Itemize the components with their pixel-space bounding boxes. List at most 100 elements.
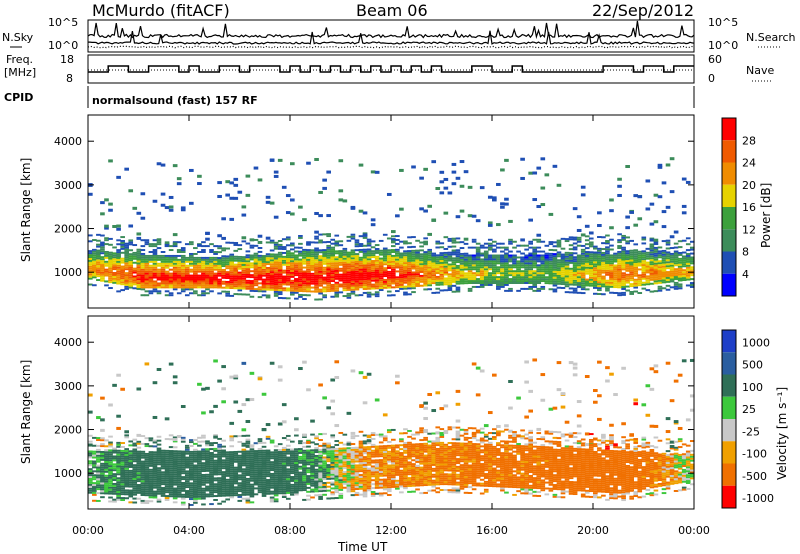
data-cell — [576, 268, 582, 271]
data-cell — [249, 465, 255, 468]
data-cell-sparse — [649, 238, 655, 242]
data-cell — [661, 240, 667, 243]
data-cell — [512, 274, 517, 277]
data-cell — [96, 255, 101, 258]
data-cell — [552, 255, 558, 258]
data-cell-sparse — [213, 359, 218, 363]
data-cell — [229, 261, 235, 264]
data-cell — [479, 254, 485, 257]
data-cell — [330, 287, 336, 290]
data-cell — [205, 260, 210, 263]
data-cell — [362, 236, 368, 239]
data-cell — [576, 291, 582, 294]
data-cell — [621, 268, 626, 271]
data-cell — [172, 456, 178, 459]
data-cell — [584, 254, 590, 257]
data-cell — [104, 478, 109, 481]
data-cell — [104, 459, 109, 462]
data-cell — [273, 474, 279, 477]
data-cell — [350, 284, 356, 287]
data-cell — [168, 249, 174, 252]
colorbar-swatch — [722, 251, 736, 274]
data-cell — [483, 268, 489, 271]
data-cell — [176, 464, 182, 467]
data-cell — [132, 281, 138, 284]
data-cell-sparse — [237, 409, 243, 413]
data-cell — [189, 256, 194, 259]
data-cell — [144, 484, 150, 487]
data-cell — [572, 283, 578, 286]
data-cell — [451, 265, 457, 268]
ytick-label: 2000 — [54, 223, 82, 236]
data-cell — [180, 495, 186, 498]
data-cell — [164, 459, 170, 462]
data-cell — [241, 263, 247, 266]
data-cell — [184, 258, 190, 261]
data-cell — [189, 492, 194, 495]
sky-right-tick-bottom: 10^0 — [708, 39, 738, 52]
data-cell — [677, 283, 683, 286]
data-cell — [277, 486, 283, 489]
data-cell — [415, 263, 420, 266]
data-cell-sparse — [257, 178, 263, 182]
data-cell — [261, 491, 267, 493]
nave-tick-bottom: 0 — [708, 72, 715, 85]
data-cell — [318, 276, 323, 279]
data-cell — [96, 233, 101, 236]
data-cell — [322, 249, 327, 252]
data-cell — [657, 260, 663, 263]
data-cell — [152, 243, 158, 246]
data-cell — [96, 454, 101, 457]
data-cell — [148, 474, 154, 477]
data-cell — [92, 254, 97, 257]
data-cell — [528, 278, 533, 281]
data-cell — [96, 464, 101, 467]
data-cell — [524, 248, 529, 251]
data-cell — [314, 286, 319, 289]
data-cell — [350, 272, 356, 275]
data-cell — [601, 255, 606, 258]
data-cell — [221, 475, 226, 478]
data-cell — [407, 236, 412, 239]
data-cell — [334, 240, 340, 243]
data-cell — [205, 477, 210, 480]
data-cell — [322, 290, 327, 293]
data-cell — [108, 484, 113, 487]
data-cell — [310, 474, 315, 477]
data-cell — [189, 496, 194, 499]
data-cell — [148, 292, 154, 295]
data-cell — [281, 496, 287, 498]
data-cell — [156, 443, 162, 446]
data-cell — [88, 434, 93, 437]
data-cell — [285, 464, 291, 467]
data-cell — [184, 476, 190, 479]
data-cell — [617, 292, 622, 295]
data-cell — [391, 260, 396, 263]
data-cell — [641, 267, 647, 270]
data-cell — [322, 286, 327, 289]
data-cell — [609, 238, 614, 241]
data-cell — [544, 276, 550, 279]
data-cell — [625, 236, 630, 239]
data-cell — [431, 262, 437, 265]
data-cell — [540, 264, 546, 267]
data-cell — [285, 448, 291, 451]
data-cell — [144, 268, 150, 271]
data-cell — [205, 452, 210, 455]
data-cell — [245, 472, 251, 475]
data-cell — [96, 456, 101, 459]
data-cell — [399, 266, 404, 269]
data-cell — [180, 282, 186, 285]
data-cell — [310, 272, 315, 275]
data-cell — [609, 258, 614, 261]
data-cell — [176, 477, 182, 480]
data-cell — [193, 474, 198, 477]
data-cell — [294, 473, 299, 476]
data-cell — [241, 260, 247, 263]
data-cell — [572, 291, 578, 294]
data-cell — [407, 259, 412, 262]
data-cell — [298, 242, 303, 245]
data-cell — [104, 484, 109, 487]
data-cell — [124, 452, 129, 455]
data-cell — [322, 483, 327, 486]
